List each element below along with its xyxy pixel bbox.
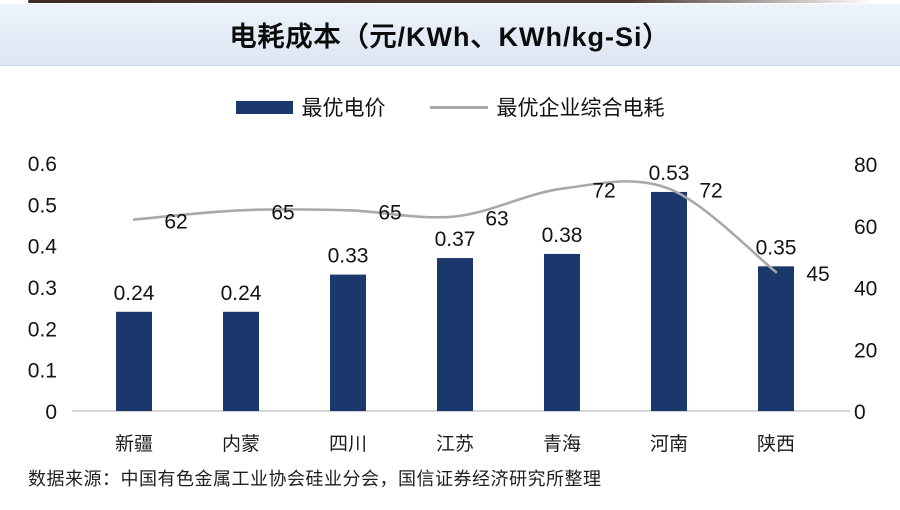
svg-text:0.37: 0.37 [435,228,476,251]
svg-text:20: 20 [854,339,877,362]
legend-label-line: 最优企业综合电耗 [496,97,665,120]
svg-text:0.38: 0.38 [542,224,583,247]
svg-text:60: 60 [854,216,877,239]
svg-text:0.53: 0.53 [649,162,690,185]
svg-text:80: 80 [854,154,877,177]
title-banner: 电耗成本（元/KWh、KWh/kg-Si） [0,4,900,66]
svg-text:0: 0 [45,401,57,424]
svg-text:0.5: 0.5 [28,194,57,217]
svg-text:四川: 四川 [329,434,367,455]
legend-item-line-consumption: 最优企业综合电耗 [429,92,665,122]
svg-text:40: 40 [854,278,877,301]
svg-text:0.33: 0.33 [328,245,369,268]
svg-text:62: 62 [164,211,187,234]
top-border-line [28,0,890,3]
bar-swatch-icon [235,100,293,114]
data-source-note: 数据来源：中国有色金属工业协会硅业分会，国信证券经济研究所整理 [28,469,602,489]
svg-text:45: 45 [806,263,829,286]
legend: 最优电价 最优企业综合电耗 [0,92,900,122]
svg-text:0.2: 0.2 [28,318,57,341]
svg-text:63: 63 [485,207,508,230]
legend-label-bar: 最优电价 [301,97,386,120]
svg-text:0.1: 0.1 [28,360,57,383]
svg-text:65: 65 [378,201,401,224]
svg-text:0.3: 0.3 [28,277,57,300]
chart-title: 电耗成本（元/KWh、KWh/kg-Si） [229,22,671,52]
svg-text:72: 72 [592,180,615,203]
svg-text:0: 0 [854,401,866,424]
svg-text:65: 65 [271,201,294,224]
svg-text:河南: 河南 [650,433,688,455]
svg-text:72: 72 [699,180,722,203]
svg-text:0.4: 0.4 [28,236,58,259]
svg-text:陕西: 陕西 [757,433,795,455]
svg-text:0.24: 0.24 [114,282,155,305]
legend-item-bar-price: 最优电价 [235,92,386,122]
line-swatch-icon [429,105,488,109]
svg-text:0.35: 0.35 [756,236,797,259]
svg-text:0.24: 0.24 [221,282,262,305]
svg-text:青海: 青海 [543,433,581,455]
svg-text:新疆: 新疆 [115,433,153,455]
svg-text:内蒙: 内蒙 [222,433,260,455]
svg-text:0.6: 0.6 [28,153,57,176]
svg-text:江苏: 江苏 [436,433,474,455]
